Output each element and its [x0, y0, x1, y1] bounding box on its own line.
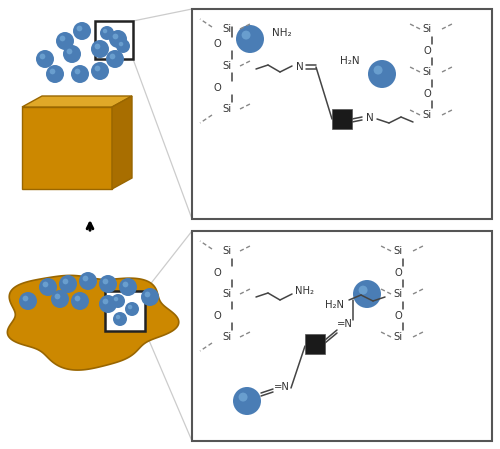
Text: O: O	[213, 83, 221, 93]
Circle shape	[50, 69, 56, 75]
Text: H₂N: H₂N	[340, 56, 360, 66]
Text: O: O	[423, 46, 431, 56]
Text: Si: Si	[422, 67, 431, 77]
Text: Si: Si	[222, 289, 231, 299]
Bar	[105, 291, 145, 331]
Text: Si: Si	[222, 246, 231, 256]
Circle shape	[111, 294, 125, 308]
Text: O: O	[394, 268, 402, 278]
Text: O: O	[423, 89, 431, 99]
Bar	[332, 109, 352, 129]
Circle shape	[141, 288, 159, 306]
Circle shape	[102, 278, 108, 284]
Circle shape	[114, 297, 118, 301]
Bar	[305, 334, 325, 354]
Text: Si: Si	[222, 104, 231, 114]
Text: NH₂: NH₂	[272, 28, 291, 38]
Circle shape	[42, 282, 48, 287]
Text: O: O	[213, 268, 221, 278]
Circle shape	[110, 53, 116, 59]
Circle shape	[73, 22, 91, 40]
Circle shape	[76, 26, 82, 31]
Circle shape	[100, 26, 114, 40]
Text: H₂N: H₂N	[326, 300, 344, 310]
Text: Si: Si	[222, 332, 231, 342]
Circle shape	[128, 305, 132, 309]
Text: N: N	[366, 113, 374, 123]
Text: N: N	[296, 62, 304, 72]
Text: Si: Si	[393, 289, 402, 299]
Circle shape	[22, 295, 28, 301]
Circle shape	[109, 30, 127, 48]
Circle shape	[62, 278, 68, 284]
Bar	[192, 9, 492, 219]
Circle shape	[368, 60, 396, 88]
Circle shape	[79, 272, 97, 290]
Bar	[192, 231, 492, 441]
Circle shape	[74, 69, 80, 75]
Circle shape	[94, 66, 100, 71]
Text: O: O	[213, 311, 221, 321]
Circle shape	[238, 392, 248, 401]
Polygon shape	[8, 275, 179, 370]
Text: O: O	[394, 311, 402, 321]
Circle shape	[66, 48, 72, 54]
Circle shape	[91, 40, 109, 58]
Polygon shape	[112, 96, 132, 189]
Circle shape	[59, 275, 77, 293]
Circle shape	[116, 315, 120, 319]
Circle shape	[119, 278, 137, 296]
Circle shape	[106, 50, 124, 68]
Circle shape	[242, 31, 250, 40]
Circle shape	[19, 292, 37, 310]
Circle shape	[144, 291, 150, 297]
Text: Si: Si	[422, 110, 431, 120]
Circle shape	[71, 65, 89, 83]
Circle shape	[63, 45, 81, 63]
Circle shape	[116, 39, 130, 53]
Text: Si: Si	[222, 61, 231, 71]
Circle shape	[374, 66, 382, 75]
Circle shape	[99, 295, 117, 313]
Circle shape	[74, 295, 80, 301]
Circle shape	[82, 276, 88, 282]
Circle shape	[40, 53, 46, 59]
Circle shape	[60, 35, 66, 41]
Circle shape	[46, 65, 64, 83]
Bar	[95, 21, 133, 59]
Text: NH₂: NH₂	[294, 286, 314, 296]
Circle shape	[56, 32, 74, 50]
Polygon shape	[22, 107, 112, 189]
Circle shape	[39, 278, 57, 296]
Circle shape	[36, 50, 54, 68]
Text: =N: =N	[274, 382, 290, 392]
Text: Si: Si	[422, 24, 431, 34]
Circle shape	[54, 294, 60, 299]
Circle shape	[94, 44, 100, 49]
Circle shape	[236, 25, 264, 53]
Circle shape	[358, 286, 368, 295]
Circle shape	[119, 42, 124, 46]
Text: Si: Si	[222, 24, 231, 34]
Circle shape	[112, 34, 118, 40]
Circle shape	[353, 280, 381, 308]
Circle shape	[71, 292, 89, 310]
Circle shape	[125, 302, 139, 316]
Text: Si: Si	[393, 332, 402, 342]
Text: O: O	[213, 39, 221, 49]
Text: Si: Si	[393, 246, 402, 256]
Circle shape	[99, 275, 117, 293]
Circle shape	[103, 29, 108, 33]
Circle shape	[113, 312, 127, 326]
Text: =N: =N	[337, 319, 353, 329]
Circle shape	[233, 387, 261, 415]
Circle shape	[122, 282, 128, 287]
Circle shape	[51, 290, 69, 308]
Circle shape	[102, 299, 108, 304]
Circle shape	[91, 62, 109, 80]
Polygon shape	[22, 96, 132, 107]
